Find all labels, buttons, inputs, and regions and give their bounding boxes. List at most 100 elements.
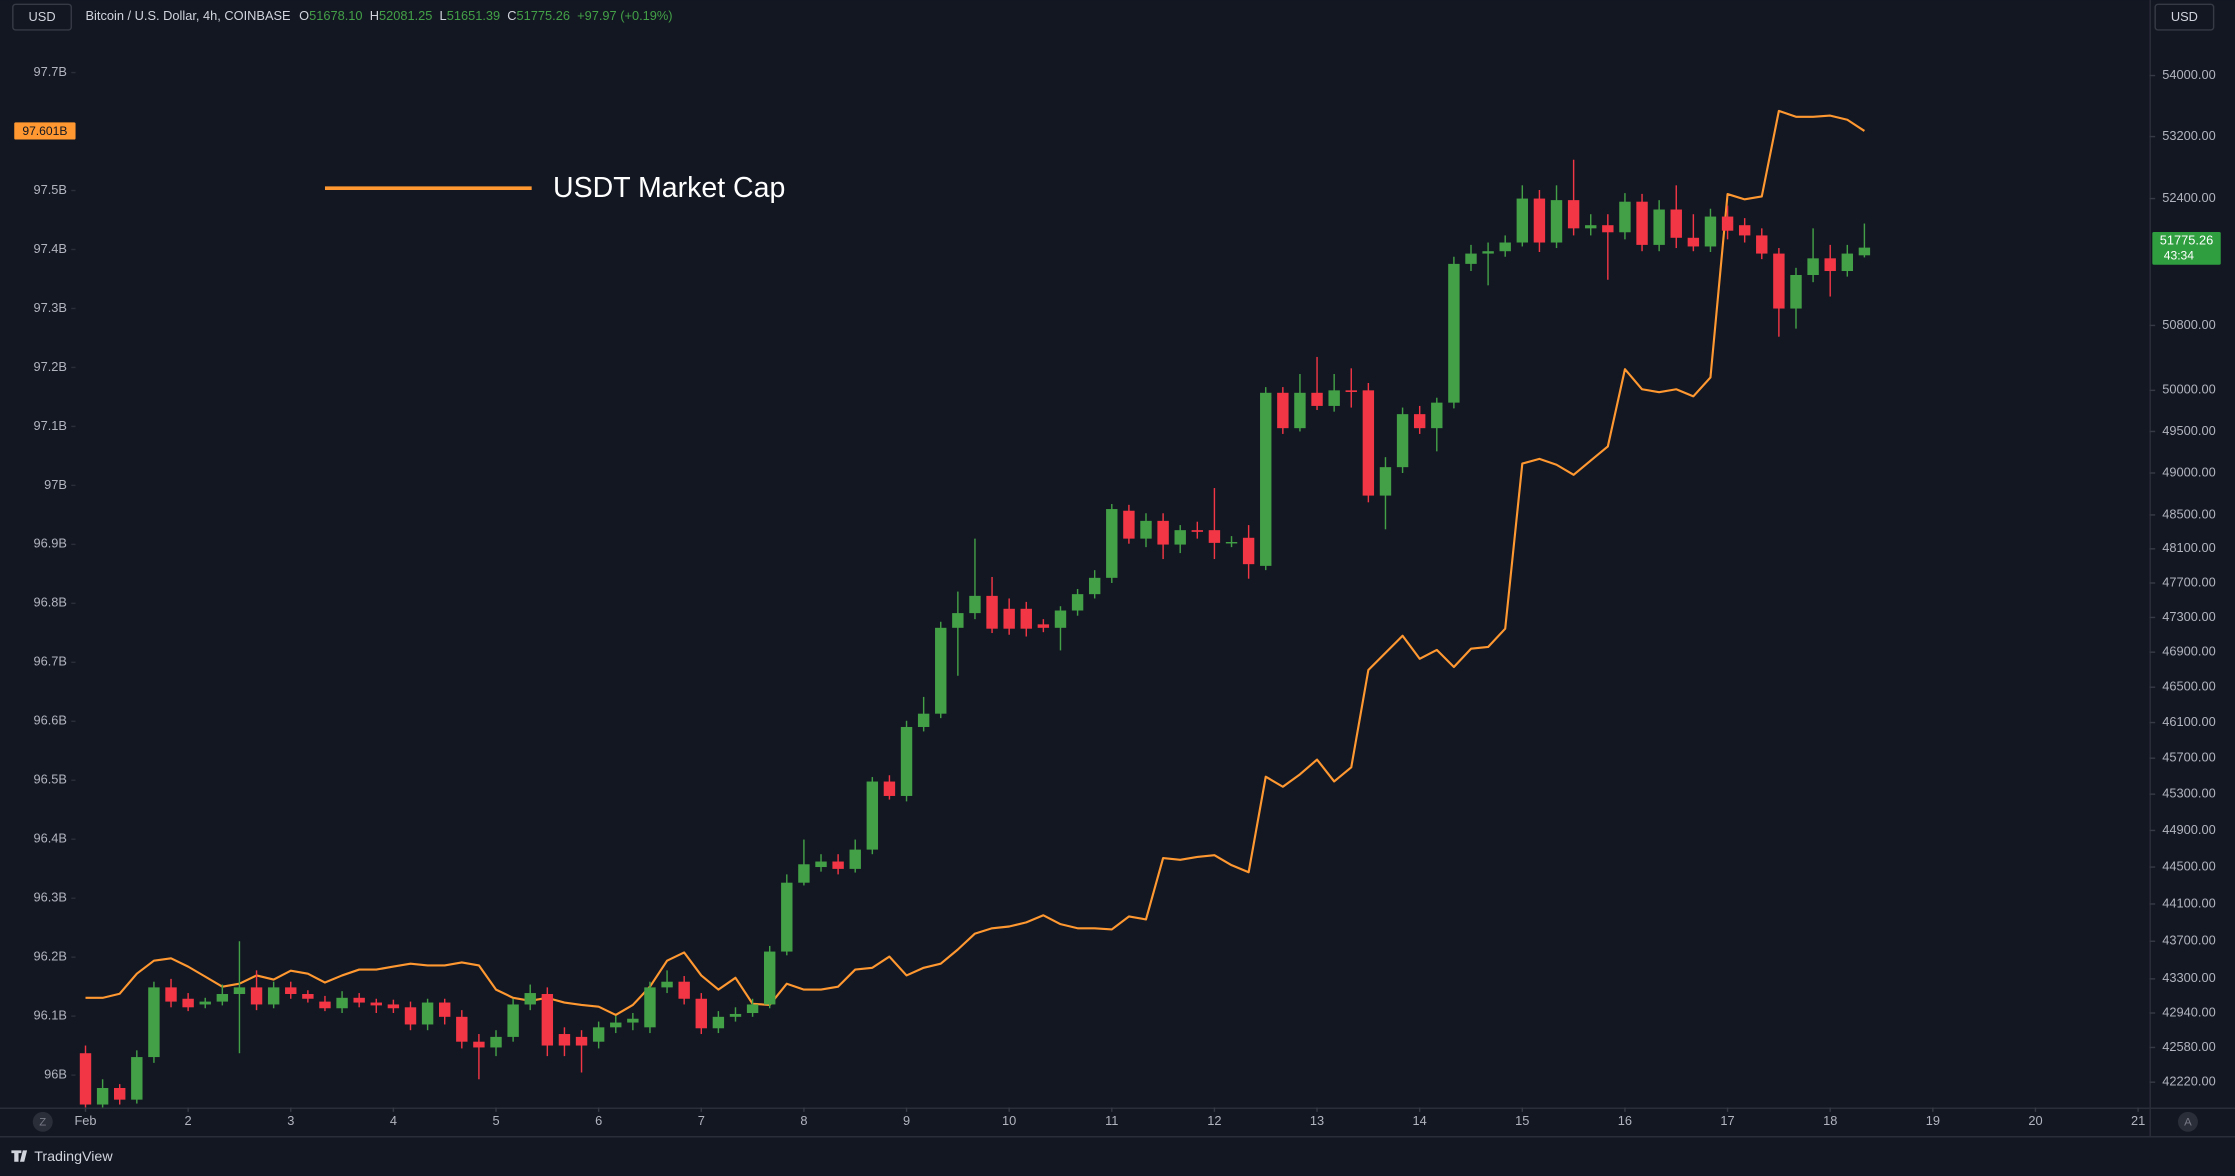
- y-tick-label: 96.5B: [34, 772, 67, 787]
- y-tick-label: 96.6B: [34, 713, 67, 728]
- last-price-label: 51775.26: [2160, 233, 2213, 248]
- candle-body: [952, 613, 964, 628]
- unit-box[interactable]: [2154, 3, 2215, 31]
- candle-body: [1756, 235, 1768, 254]
- candle-body: [1448, 263, 1460, 403]
- y2-tick-label: 46100.00: [2162, 714, 2215, 729]
- x-tick-label: 16: [1618, 1113, 1632, 1128]
- y2-tick-label: 42580.00: [2162, 1039, 2215, 1054]
- candle-body: [1379, 467, 1392, 496]
- x-tick-label: 19: [1926, 1113, 1940, 1128]
- x-tick-label: 13: [1310, 1113, 1324, 1128]
- scale-button-label[interactable]: A: [2184, 1117, 2192, 1129]
- candle-body: [1773, 253, 1785, 309]
- unit-right[interactable]: USD: [2171, 9, 2198, 24]
- ohlc-value: 52081.25: [379, 9, 432, 24]
- candle-body: [353, 997, 365, 1003]
- candle-body: [935, 627, 947, 714]
- candle-body: [712, 1016, 725, 1029]
- y2-tick-label: 50800.00: [2162, 317, 2215, 332]
- y2-tick-label: 48500.00: [2162, 506, 2215, 521]
- candle-body: [439, 1002, 451, 1017]
- candle-body: [644, 987, 656, 1028]
- candle-body: [1431, 402, 1443, 429]
- unit-box[interactable]: [12, 3, 72, 31]
- candle-body: [1687, 237, 1700, 247]
- x-tick-label: 17: [1720, 1113, 1734, 1128]
- candle-body: [815, 861, 827, 868]
- y2-tick-label: 47700.00: [2162, 574, 2215, 589]
- last-price-badge: [2152, 231, 2221, 265]
- candle-body: [763, 951, 776, 1005]
- x-tick-label: 6: [595, 1113, 602, 1128]
- y2-tick-label: 43300.00: [2162, 970, 2215, 985]
- candle-body: [678, 981, 690, 999]
- y2-tick-label: 42220.00: [2162, 1074, 2215, 1089]
- y-tick-label: 96.7B: [34, 654, 67, 669]
- candle-body: [1841, 253, 1854, 272]
- candle-body: [746, 1004, 759, 1014]
- candle-body: [1174, 530, 1186, 545]
- candle-body: [1619, 201, 1631, 233]
- candle-body: [1020, 608, 1032, 629]
- last-value-label: 97.601B: [22, 124, 67, 138]
- y2-tick-label: 48100.00: [2162, 540, 2215, 555]
- candle-body: [1858, 247, 1871, 256]
- candle-body: [1465, 253, 1477, 264]
- candle-body: [79, 1053, 92, 1105]
- y-tick-label: 97.1B: [34, 418, 67, 433]
- candle-body: [165, 987, 177, 1002]
- candle-body: [1106, 509, 1118, 578]
- y2-tick-label: 43700.00: [2162, 933, 2215, 948]
- candle-body: [592, 1027, 605, 1042]
- scale-button[interactable]: [2177, 1111, 2198, 1132]
- x-tick-label: 21: [2131, 1113, 2145, 1128]
- y-tick-label: 96.4B: [34, 831, 67, 846]
- candle-body: [1003, 608, 1015, 629]
- candle-body: [575, 1036, 588, 1046]
- candle-body: [1550, 200, 1563, 243]
- ohlc-label: O: [299, 9, 309, 24]
- candle-body: [267, 987, 280, 1005]
- scale-button-label[interactable]: Z: [39, 1117, 46, 1129]
- y-tick-label: 96.8B: [34, 595, 67, 610]
- candle-body: [490, 1036, 502, 1048]
- candle-body: [610, 1022, 622, 1028]
- candle-body: [541, 994, 554, 1046]
- candle-body: [661, 981, 673, 988]
- candle-body: [1567, 200, 1580, 229]
- candle-body: [336, 997, 348, 1009]
- candle-body: [1345, 390, 1357, 392]
- candle-body: [1516, 198, 1529, 243]
- unit-left[interactable]: USD: [29, 9, 56, 24]
- y2-tick-label: 42940.00: [2162, 1004, 2215, 1019]
- candle-body: [285, 987, 297, 995]
- candle-body: [1807, 258, 1819, 276]
- candle-body: [233, 987, 246, 995]
- x-tick-label: 4: [390, 1113, 397, 1128]
- candle-body: [114, 1088, 126, 1100]
- candle-body: [558, 1034, 571, 1046]
- candle-body: [849, 849, 861, 869]
- candle-body: [1260, 392, 1272, 566]
- ohlc-value: 51678.10: [309, 9, 362, 24]
- line-series: [85, 109, 1865, 1017]
- y2-tick-label: 53200.00: [2162, 128, 2215, 143]
- candle-body: [1362, 390, 1375, 496]
- ohlc-label: L: [440, 9, 447, 24]
- candle-body: [917, 713, 930, 727]
- candle-body: [1157, 520, 1169, 545]
- y2-tick-label: 50000.00: [2162, 382, 2215, 397]
- change: +97.97 (+0.19%): [577, 9, 672, 24]
- y-tick-label: 97.3B: [34, 300, 67, 315]
- candle-body: [387, 1004, 400, 1009]
- candle-body: [319, 1001, 331, 1009]
- scale-button[interactable]: [32, 1111, 53, 1132]
- candle-body: [473, 1041, 485, 1048]
- y-tick-label: 97.4B: [34, 241, 67, 256]
- ohlc-label: H: [370, 9, 379, 24]
- candle-body: [1396, 414, 1409, 468]
- candle-body: [1123, 510, 1135, 539]
- y2-tick-label: 54000.00: [2162, 67, 2215, 82]
